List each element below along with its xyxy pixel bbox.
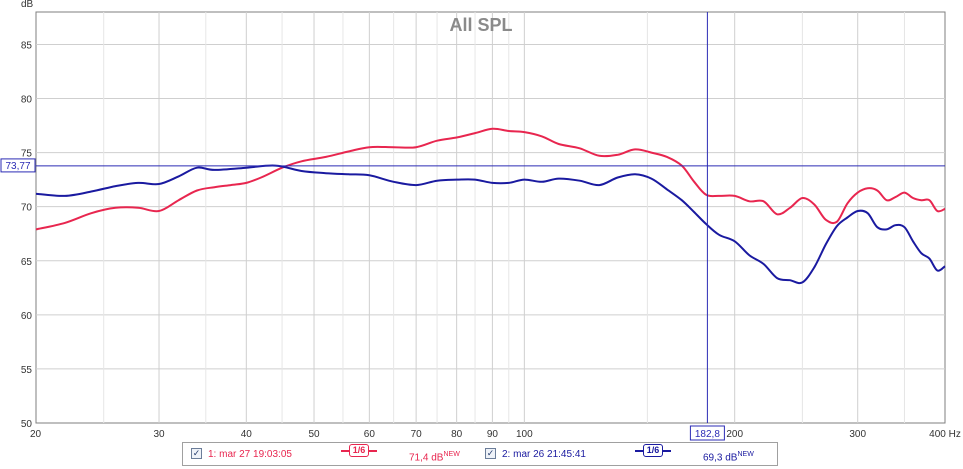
series-1-checkbox[interactable]: ✓ [191, 448, 202, 459]
series-2-line [35, 164, 946, 285]
series-1-line [35, 127, 946, 231]
series-2-value-text: 69,3 dB [703, 452, 738, 464]
x-tick-label: 100 [516, 429, 533, 440]
cursor-x-readout-box [689, 425, 725, 441]
y-axis-label: dB [21, 0, 34, 10]
series-1-label: 1: mar 27 19:03:05 [208, 449, 292, 460]
x-tick-label: 80 [451, 429, 463, 440]
series-2-checkbox[interactable]: ✓ [485, 448, 496, 459]
x-tick-label: 50 [308, 429, 320, 440]
x-tick-label: 300 [849, 429, 866, 440]
y-tick-label: 60 [21, 311, 33, 322]
x-tick-label: 90 [487, 429, 499, 440]
y-tick-label: 85 [21, 40, 33, 51]
series-1-new-badge: NEW [443, 451, 460, 458]
x-tick-labels: 20 30 40 50 60 70 80 90 100 200 300 400 Hz [30, 429, 961, 440]
cursor[interactable]: 73,77 182,8 [0, 12, 945, 441]
series-1-value: 71,4 dBNEW [409, 447, 460, 463]
series-1-smoothing[interactable]: 1/6 [341, 443, 377, 459]
y-tick-label: 55 [21, 365, 33, 376]
legend: ✓ 1: mar 27 19:03:05 1/6 71,4 dBNEW ✓ 2:… [182, 442, 778, 466]
chart-title: All SPL [449, 15, 512, 35]
series-2-new-badge: NEW [737, 451, 754, 458]
x-tick-label: 70 [411, 429, 423, 440]
series-lines [35, 127, 946, 285]
x-tick-label: 400 Hz [929, 429, 961, 440]
series-2-smoothing[interactable]: 1/6 [635, 443, 671, 459]
plot-background [35, 11, 946, 424]
y-tick-label: 50 [21, 419, 33, 430]
x-tick-label: 40 [241, 429, 253, 440]
y-tick-labels: 50 55 60 65 70 75 80 85 [21, 40, 33, 430]
x-tick-label: 20 [30, 429, 42, 440]
y-tick-label: 80 [21, 95, 33, 106]
x-tick-label: 200 [726, 429, 743, 440]
y-tick-label: 75 [21, 149, 33, 160]
x-tick-label: 60 [364, 429, 376, 440]
x-tick-label: 30 [153, 429, 165, 440]
series-2-smoothing-badge: 1/6 [643, 444, 663, 457]
cursor-y-readout-box [0, 158, 36, 173]
cursor-y-readout: 73,77 [5, 161, 30, 172]
series-2-label: 2: mar 26 21:45:41 [502, 449, 586, 460]
cursor-x-readout: 182,8 [695, 429, 720, 440]
series-1-smoothing-badge: 1/6 [349, 444, 369, 457]
series-2-value: 69,3 dBNEW [703, 447, 754, 463]
y-tick-label: 70 [21, 203, 33, 214]
grid [36, 12, 945, 423]
y-tick-label: 65 [21, 257, 33, 268]
series-1-value-text: 71,4 dB [409, 452, 444, 464]
